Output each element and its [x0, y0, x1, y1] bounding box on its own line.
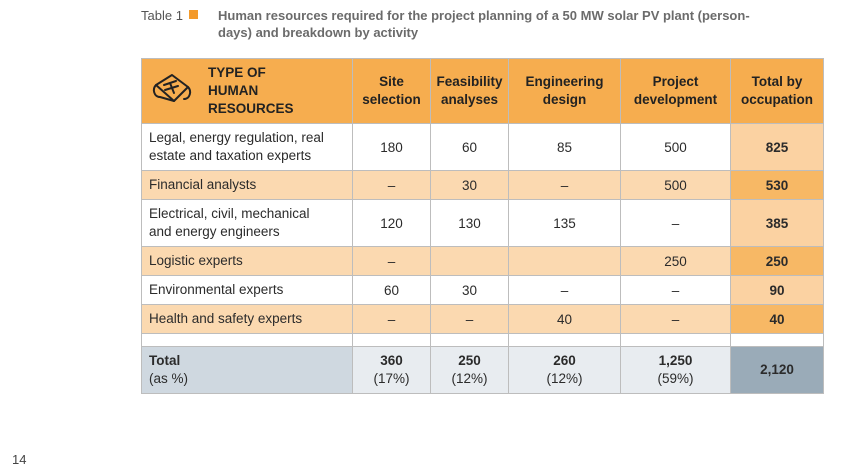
total-cell: 360 (17%): [352, 346, 431, 394]
cell-row-total: 385: [730, 199, 824, 247]
cell-value: –: [620, 275, 731, 305]
total-cell: 1,250 (59%): [620, 346, 731, 394]
page-number: 14: [12, 452, 27, 467]
total-label: Total (as %): [141, 346, 353, 394]
row-label: Electrical, civil, mechanical and energy …: [141, 199, 353, 247]
table-row: Financial analysts – 30 – 500 530: [141, 170, 824, 200]
cell-row-total: 530: [730, 170, 824, 200]
row-label: Financial analysts: [141, 170, 353, 200]
cell-value: [508, 246, 621, 276]
total-cell: 250 (12%): [430, 346, 509, 394]
caption-square-icon: [188, 10, 198, 19]
row-label: Legal, energy regulation, real estate and…: [141, 123, 353, 171]
header-total-by-occupation: Total by occupation: [730, 58, 824, 124]
cell-row-total: 40: [730, 304, 824, 334]
header-engineering-design: Engineering design: [508, 58, 621, 124]
table-row: Legal, energy regulation, real estate and…: [141, 123, 824, 171]
header-type-line: TYPE OF: [208, 65, 266, 80]
grand-total-cell: 2,120: [730, 346, 824, 394]
caption-label: Table 1: [141, 8, 183, 23]
header-type-line: RESOURCES: [208, 101, 294, 116]
cell-value: –: [352, 304, 431, 334]
cell-row-total: 250: [730, 246, 824, 276]
cell-value: –: [352, 170, 431, 200]
cell-value: 250: [620, 246, 731, 276]
cell-value: –: [508, 275, 621, 305]
total-label-main: Total: [149, 353, 181, 368]
cell-value: –: [352, 246, 431, 276]
cell-value: 60: [430, 123, 509, 171]
header-project-development: Project development: [620, 58, 731, 124]
cell-value: 60: [352, 275, 431, 305]
table-caption: Table 1 Human resources required for the…: [141, 7, 781, 40]
human-resources-table: TYPE OF HUMAN RESOURCES Site selection Fe…: [141, 58, 824, 394]
cell-row-total: 90: [730, 275, 824, 305]
cell-value: 500: [620, 170, 731, 200]
cell-value: 85: [508, 123, 621, 171]
table-row: Logistic experts – 250 250: [141, 246, 824, 276]
cell-value: [430, 246, 509, 276]
header-type-cell: TYPE OF HUMAN RESOURCES: [141, 58, 353, 124]
header-type-line: HUMAN: [208, 83, 259, 98]
cell-value: 180: [352, 123, 431, 171]
total-label-sub: (as %): [149, 371, 189, 386]
caption-title: Human resources required for the project…: [218, 8, 750, 40]
table-row: Environmental experts 60 30 – – 90: [141, 275, 824, 305]
spacer-row: [141, 333, 824, 347]
table-row: Electrical, civil, mechanical and energy …: [141, 199, 824, 247]
row-label: Health and safety experts: [141, 304, 353, 334]
cell-value: 30: [430, 170, 509, 200]
cell-value: 500: [620, 123, 731, 171]
cell-value: 130: [430, 199, 509, 247]
row-label: Environmental experts: [141, 275, 353, 305]
header-site-selection: Site selection: [352, 58, 431, 124]
total-row: Total (as %) 360 (17%) 250 (12%) 260 (12%) …: [141, 346, 824, 394]
row-label: Logistic experts: [141, 246, 353, 276]
cell-value: –: [508, 170, 621, 200]
cell-value: 120: [352, 199, 431, 247]
cell-value: –: [620, 304, 731, 334]
header-feasibility-analyses: Feasibility analyses: [430, 58, 509, 124]
cell-value: 30: [430, 275, 509, 305]
header-row: TYPE OF HUMAN RESOURCES Site selection Fe…: [141, 58, 824, 124]
cell-value: –: [430, 304, 509, 334]
scroll-document-icon: [152, 74, 192, 102]
total-cell: 260 (12%): [508, 346, 621, 394]
cell-value: 40: [508, 304, 621, 334]
cell-value: 135: [508, 199, 621, 247]
cell-value: –: [620, 199, 731, 247]
cell-row-total: 825: [730, 123, 824, 171]
table-row: Health and safety experts – – 40 – 40: [141, 304, 824, 334]
